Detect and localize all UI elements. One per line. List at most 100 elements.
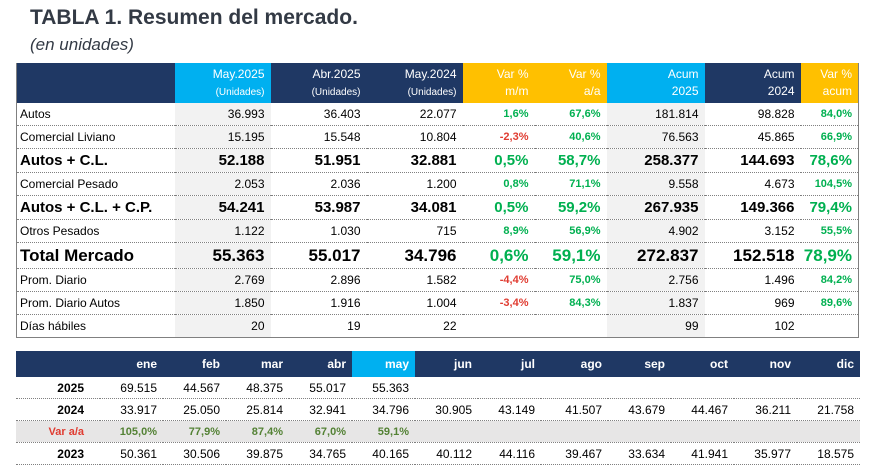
monthly-row: Var a/a 105,0% 77,9% 87,4% 67,0% 59,1%	[16, 420, 860, 443]
month-value	[797, 377, 860, 399]
month-header: oct	[671, 351, 734, 377]
header-line2: a/a	[583, 84, 601, 98]
cell-may2025: 1.122	[174, 219, 271, 243]
cell-may2024: 1.004	[366, 291, 463, 315]
month-value: 21.758	[797, 398, 860, 421]
market-summary-table: May.2025 (Unidades) Abr.2025 (Unidades) Ma…	[16, 63, 859, 338]
header-line2: 2024	[767, 84, 795, 98]
cell-var-mm: 0,5%	[462, 148, 535, 173]
header-acum2025: Acum 2025	[606, 63, 705, 103]
cell-acum2024: 98.828	[704, 103, 801, 126]
month-value	[608, 420, 671, 443]
header-line1: Var %	[568, 67, 601, 81]
cell-may2024: 22.077	[366, 103, 463, 126]
cell-acum2025: 267.935	[606, 195, 705, 220]
month-value: 34.765	[289, 442, 352, 465]
header-line1: Abr.2025	[312, 66, 361, 81]
month-value: 40.165	[352, 442, 415, 465]
cell-may2025: 52.188	[174, 148, 271, 173]
month-value: 33.634	[608, 442, 671, 465]
header-line1: May.2025	[212, 66, 265, 81]
cell-var-mm: 0,8%	[462, 172, 535, 196]
cell-var-aa: 84,3%	[534, 291, 607, 315]
cell-acum2024: 4.673	[704, 172, 801, 196]
header-blank	[16, 63, 175, 103]
table-row: Autos + C.L. + C.P. 54.241 53.987 34.081…	[16, 195, 859, 220]
table-row: Prom. Diario 2.769 2.896 1.582 -4,4% 75,…	[16, 268, 859, 292]
month-value: 18.575	[797, 442, 860, 465]
cell-abr2025: 1.916	[270, 291, 367, 315]
month-header: dic	[797, 351, 860, 377]
month-value: 87,4%	[226, 420, 289, 443]
month-value: 105,0%	[100, 420, 163, 443]
cell-acum2025: 181.814	[606, 103, 705, 126]
table-row: Autos + C.L. 52.188 51.951 32.881 0,5% 5…	[16, 148, 859, 173]
cell-var-mm: 1,6%	[462, 103, 535, 126]
header-may2025: May.2025 (Unidades)	[174, 63, 271, 103]
cell-acum2024: 3.152	[704, 219, 801, 243]
cell-may2024: 10.804	[366, 125, 463, 149]
summary-header-row: May.2025 (Unidades) Abr.2025 (Unidades) Ma…	[16, 63, 859, 103]
month-header: mar	[226, 351, 289, 377]
month-value: 44.116	[478, 442, 541, 465]
month-value	[608, 377, 671, 399]
cell-var-acum: 55,5%	[800, 219, 859, 243]
month-header: ago	[541, 351, 608, 377]
table-title: TABLA 1. Resumen del mercado.	[30, 6, 358, 29]
month-value	[734, 420, 797, 443]
table-row: Total Mercado 55.363 55.017 34.796 0,6% …	[16, 242, 859, 269]
month-value: 39.467	[541, 442, 608, 465]
month-value: 36.211	[734, 398, 797, 421]
month-value: 55.363	[352, 377, 415, 399]
monthly-row: 2024 33.917 25.050 25.814 32.941 34.796 30.905…	[16, 398, 860, 421]
header-var-aa: Var % a/a	[534, 63, 607, 103]
cell-may2024: 32.881	[366, 148, 463, 173]
cell-may2025: 36.993	[174, 103, 271, 126]
cell-var-mm: -2,3%	[462, 125, 535, 149]
row-label: Total Mercado	[16, 242, 175, 269]
month-value: 67,0%	[289, 420, 352, 443]
month-value: 40.112	[415, 442, 478, 465]
cell-may2024: 1.582	[366, 268, 463, 292]
cell-acum2025: 99	[606, 314, 705, 338]
cell-abr2025: 36.403	[270, 103, 367, 126]
cell-acum2025: 1.837	[606, 291, 705, 315]
cell-acum2025: 272.837	[606, 242, 705, 269]
header-line1: Acum	[763, 67, 795, 81]
cell-acum2024: 45.865	[704, 125, 801, 149]
header-line2: (Unidades)	[407, 86, 457, 98]
month-value	[797, 420, 860, 443]
header-line2: (Unidades)	[215, 86, 265, 98]
cell-var-mm: -4,4%	[462, 268, 535, 292]
months-header-row: ene feb mar abr may jun jul ago sep oct …	[16, 351, 860, 377]
cell-var-aa	[535, 315, 607, 338]
header-acum2024: Acum 2024	[704, 63, 801, 103]
month-header: abr	[289, 351, 352, 377]
monthly-sales-table: ene feb mar abr may jun jul ago sep oct …	[16, 351, 860, 465]
month-value: 69.515	[100, 377, 163, 399]
cell-may2025: 2.053	[174, 172, 271, 196]
cell-var-acum: 84,0%	[800, 103, 859, 126]
cell-acum2024: 1.496	[704, 268, 801, 292]
header-line2: acum	[822, 84, 852, 98]
cell-var-acum: 79,4%	[800, 195, 859, 220]
cell-var-aa: 71,1%	[534, 172, 607, 196]
table-row: Prom. Diario Autos 1.850 1.916 1.004 -3,…	[16, 291, 859, 315]
month-value	[671, 420, 734, 443]
month-value: 44.467	[671, 398, 734, 421]
monthly-row: 2023 50.361 30.506 39.875 34.765 40.165 40.112…	[16, 442, 860, 465]
cell-var-mm: 0,5%	[462, 195, 535, 220]
row-label: Días hábiles	[20, 319, 87, 333]
month-value	[671, 377, 734, 399]
cell-abr2025: 1.030	[270, 219, 367, 243]
table-row: Otros Pesados 1.122 1.030 715 8,9% 56,9%…	[16, 219, 859, 243]
cell-var-aa: 56,9%	[534, 219, 607, 243]
cell-abr2025: 55.017	[270, 242, 367, 269]
month-value: 48.375	[226, 377, 289, 399]
year-label: Var a/a	[16, 420, 100, 443]
month-value: 30.905	[415, 398, 478, 421]
month-header: jun	[415, 351, 478, 377]
cell-acum2024: 152.518	[704, 242, 801, 269]
month-value: 77,9%	[163, 420, 226, 443]
month-value: 50.361	[100, 442, 163, 465]
